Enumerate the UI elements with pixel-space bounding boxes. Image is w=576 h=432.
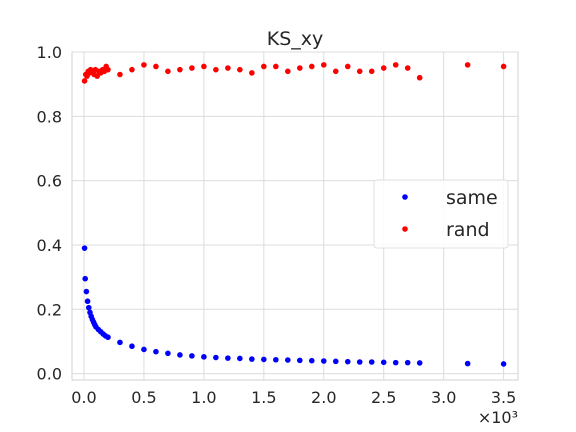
rand-point bbox=[501, 64, 507, 70]
y-tick-label: 0.0 bbox=[37, 365, 62, 384]
rand-point bbox=[249, 70, 255, 76]
same-point bbox=[501, 361, 507, 367]
legend: same rand bbox=[374, 180, 508, 248]
rand-point bbox=[261, 64, 267, 70]
same-point bbox=[86, 305, 92, 311]
chart-title: KS_xy bbox=[267, 28, 324, 50]
same-point bbox=[141, 347, 147, 353]
same-point bbox=[153, 349, 159, 355]
rand-point bbox=[333, 68, 339, 74]
same-point bbox=[165, 351, 171, 357]
same-point bbox=[177, 352, 183, 358]
same-point bbox=[345, 359, 351, 365]
x-tick-label: 2.5 bbox=[371, 388, 396, 407]
same-point bbox=[84, 289, 90, 295]
rand-point bbox=[213, 67, 219, 73]
legend-label-same: same bbox=[446, 187, 498, 209]
rand-point bbox=[177, 67, 183, 73]
rand-point bbox=[405, 65, 411, 71]
rand-point bbox=[381, 65, 387, 71]
rand-point bbox=[273, 64, 279, 70]
rand-point bbox=[393, 62, 399, 68]
legend-marker-rand bbox=[402, 226, 408, 232]
rand-point bbox=[465, 62, 471, 68]
same-point bbox=[297, 358, 303, 364]
legend-label-rand: rand bbox=[446, 219, 490, 241]
same-point bbox=[321, 358, 327, 364]
x-tick-label: 3.0 bbox=[431, 388, 456, 407]
x-tick-label: 0.5 bbox=[131, 388, 156, 407]
rand-point bbox=[82, 78, 88, 84]
x-tick-label: 2.0 bbox=[311, 388, 336, 407]
x-tick-label: 1.0 bbox=[191, 388, 216, 407]
same-point bbox=[333, 359, 339, 365]
rand-point bbox=[141, 62, 147, 68]
same-point bbox=[381, 360, 387, 366]
x-tick-label: 1.5 bbox=[251, 388, 276, 407]
rand-point bbox=[117, 72, 123, 78]
rand-point bbox=[225, 65, 231, 71]
same-point bbox=[225, 355, 231, 361]
rand-point bbox=[321, 62, 327, 68]
same-point bbox=[465, 361, 471, 367]
rand-point bbox=[357, 68, 363, 74]
rand-point bbox=[285, 68, 291, 74]
same-point bbox=[369, 359, 375, 365]
rand-point bbox=[189, 65, 195, 71]
same-point bbox=[285, 357, 291, 363]
rand-point bbox=[417, 75, 423, 81]
same-point bbox=[117, 340, 123, 346]
rand-point bbox=[153, 64, 159, 70]
y-tick-label: 0.8 bbox=[37, 107, 62, 126]
rand-point bbox=[345, 64, 351, 70]
x-tick-label: 3.5 bbox=[491, 388, 516, 407]
same-point bbox=[261, 357, 267, 363]
legend-marker-same bbox=[402, 194, 408, 200]
same-point bbox=[201, 354, 207, 360]
rand-point bbox=[309, 64, 315, 70]
same-point bbox=[85, 298, 91, 304]
y-tick-label: 0.4 bbox=[37, 236, 62, 255]
rand-point bbox=[105, 67, 111, 73]
same-point bbox=[82, 276, 88, 282]
same-point bbox=[213, 355, 219, 361]
y-tick-label: 0.2 bbox=[37, 300, 62, 319]
y-tick-label: 1.0 bbox=[37, 43, 62, 62]
y-tick-label: 0.6 bbox=[37, 172, 62, 191]
same-point bbox=[417, 360, 423, 366]
same-point bbox=[237, 356, 243, 362]
same-point bbox=[309, 358, 315, 364]
x-axis-offset-label: ×10³ bbox=[478, 408, 518, 427]
x-tick-label: 0.0 bbox=[71, 388, 96, 407]
rand-point bbox=[201, 64, 207, 70]
same-point bbox=[189, 353, 195, 359]
same-point bbox=[249, 356, 255, 362]
same-point bbox=[129, 343, 135, 349]
rand-point bbox=[297, 65, 303, 71]
same-point bbox=[105, 334, 111, 340]
same-point bbox=[273, 357, 279, 363]
same-point bbox=[357, 359, 363, 365]
rand-point bbox=[129, 67, 135, 73]
same-point bbox=[82, 245, 88, 251]
same-point bbox=[393, 360, 399, 366]
same-point bbox=[405, 360, 411, 366]
rand-point bbox=[369, 68, 375, 74]
rand-point bbox=[165, 68, 171, 74]
rand-point bbox=[237, 67, 243, 73]
